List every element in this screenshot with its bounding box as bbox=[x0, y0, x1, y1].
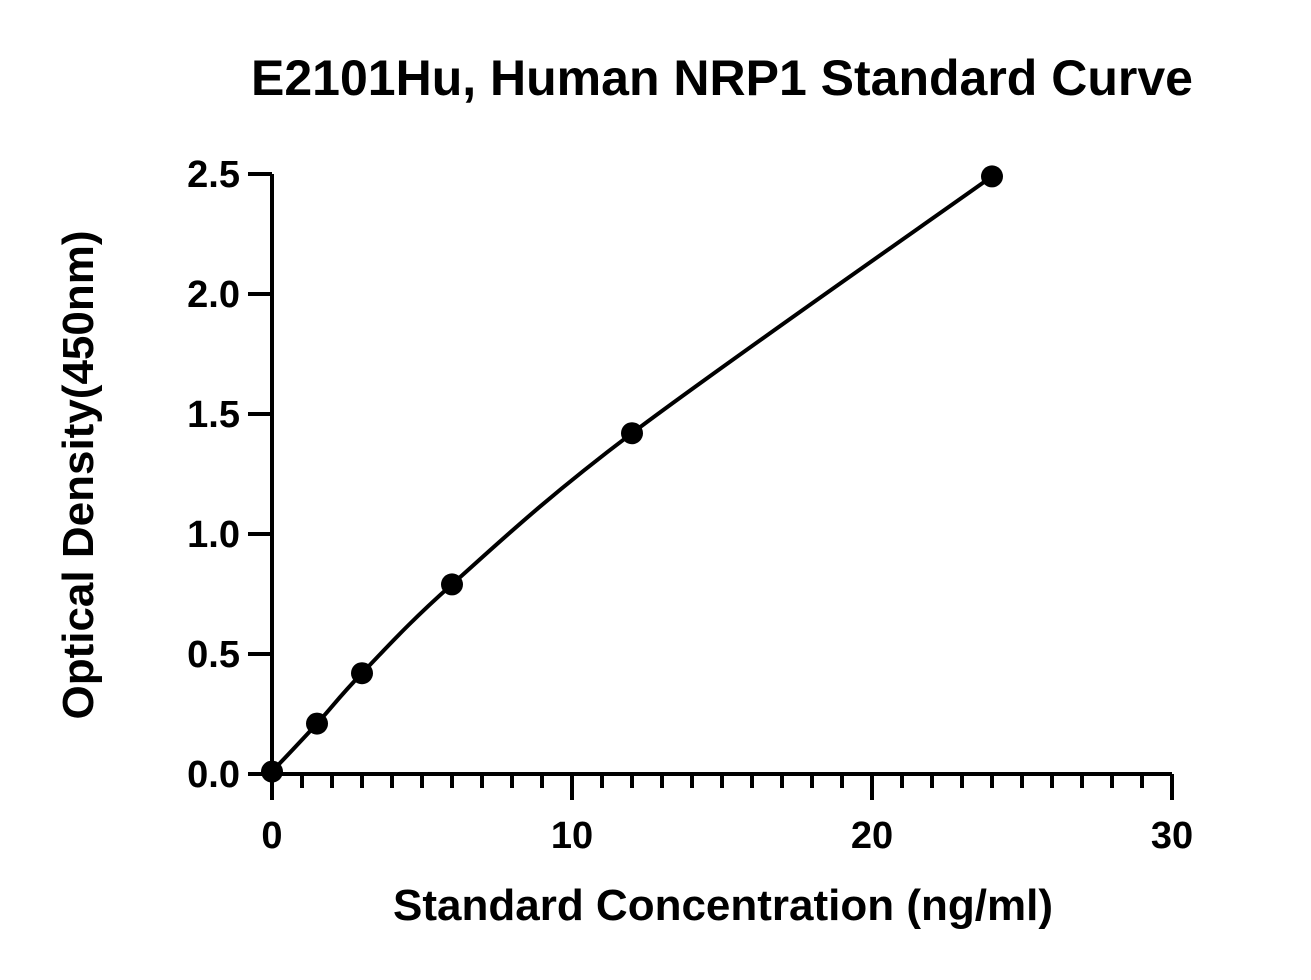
x-tick-label: 20 bbox=[851, 815, 893, 857]
fit-curve-line bbox=[270, 174, 994, 773]
data-point bbox=[306, 712, 328, 735]
y-tick-label: 2.5 bbox=[187, 154, 240, 196]
y-tick-label: 1.0 bbox=[187, 514, 240, 556]
chart-title: E2101Hu, Human NRP1 Standard Curve bbox=[251, 50, 1193, 106]
y-tick-label: 0.5 bbox=[187, 634, 240, 676]
data-point bbox=[441, 573, 463, 596]
y-tick-label: 0.0 bbox=[187, 754, 240, 796]
data-point bbox=[621, 422, 643, 445]
y-axis-title: Optical Density(450nm) bbox=[54, 230, 103, 719]
y-tick-label: 2.0 bbox=[187, 274, 240, 316]
data-point bbox=[981, 165, 1003, 188]
fit-curve-layer bbox=[270, 174, 994, 773]
axes bbox=[270, 174, 1172, 776]
tick-labels: 0.0 0.5 1.0 1.5 2.0 2.5 0 10 20 30 bbox=[187, 154, 1193, 857]
data-point bbox=[261, 760, 283, 783]
x-tick-label: 30 bbox=[1151, 815, 1193, 857]
data-points bbox=[261, 165, 1003, 783]
x-tick-label: 10 bbox=[551, 815, 593, 857]
tick-marks bbox=[248, 172, 1174, 800]
y-tick-label: 1.5 bbox=[187, 394, 240, 436]
data-point bbox=[351, 662, 373, 685]
x-axis-title: Standard Concentration (ng/ml) bbox=[393, 881, 1053, 930]
x-tick-label: 0 bbox=[261, 815, 282, 857]
